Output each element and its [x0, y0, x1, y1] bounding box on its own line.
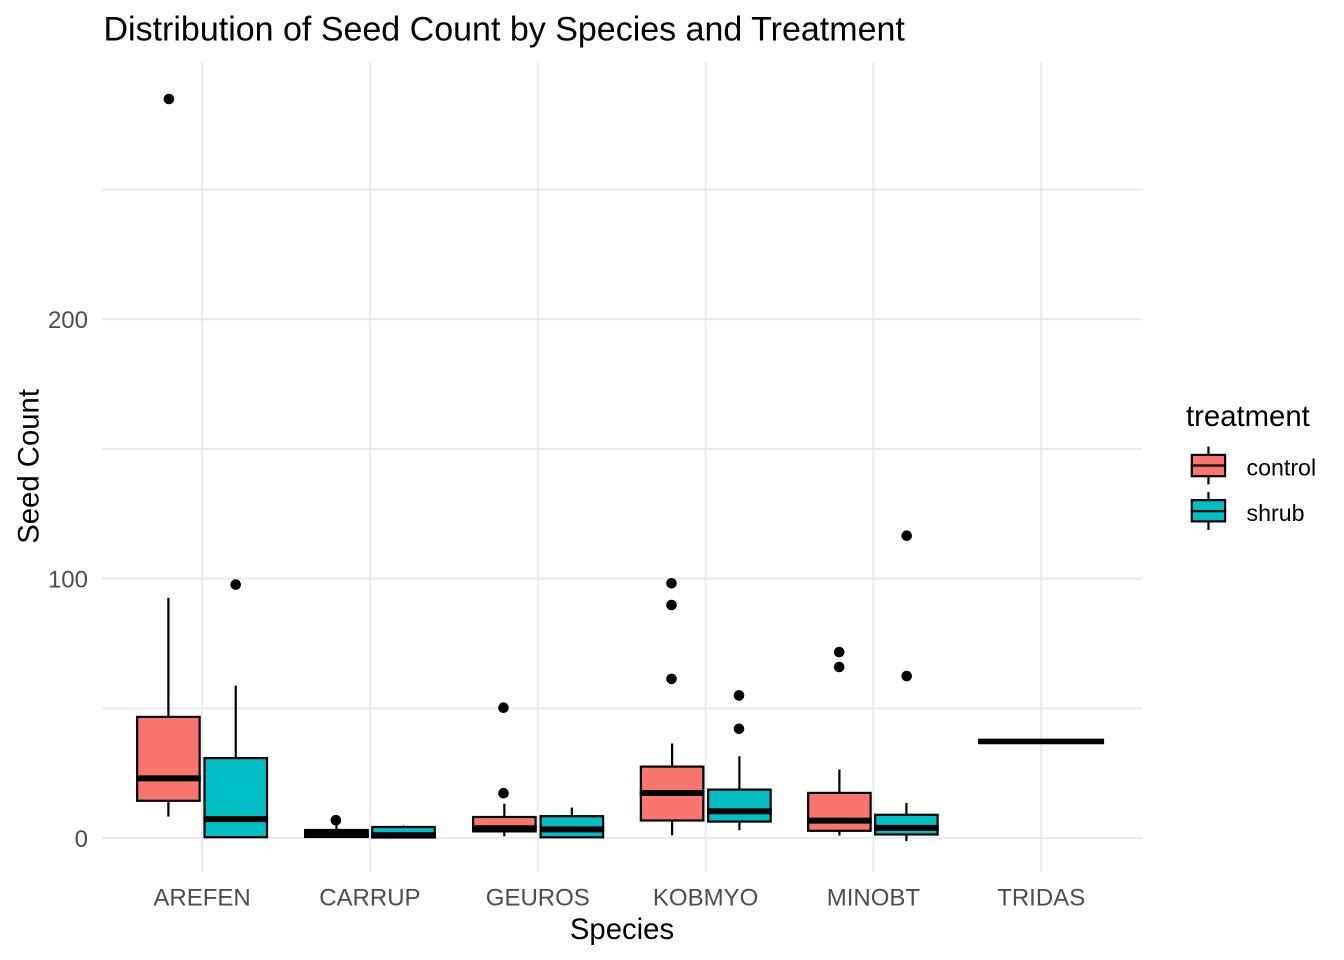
svg-text:100: 100: [48, 567, 88, 594]
svg-text:TRIDAS: TRIDAS: [997, 885, 1085, 912]
svg-text:CARRUP: CARRUP: [319, 885, 420, 912]
svg-text:GEUROS: GEUROS: [486, 885, 590, 912]
svg-text:MINOBT: MINOBT: [827, 885, 921, 912]
svg-text:Distribution of Seed Count by: Distribution of Seed Count by Species an…: [104, 11, 906, 49]
svg-text:200: 200: [48, 307, 88, 334]
svg-text:treatment: treatment: [1186, 400, 1310, 433]
svg-text:Seed Count: Seed Count: [13, 389, 46, 544]
svg-text:control: control: [1247, 455, 1317, 481]
svg-text:0: 0: [75, 826, 88, 853]
svg-text:KOBMYO: KOBMYO: [653, 885, 758, 912]
svg-text:Species: Species: [570, 913, 674, 946]
svg-text:AREFEN: AREFEN: [153, 885, 250, 912]
svg-text:shrub: shrub: [1247, 500, 1305, 526]
